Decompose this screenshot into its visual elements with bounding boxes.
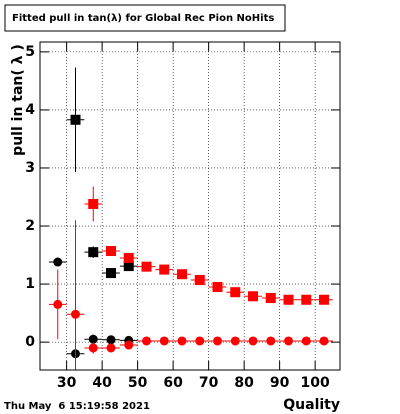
- marker: [106, 268, 117, 279]
- y-tick-label: 4: [25, 102, 35, 118]
- x-tick-label: 30: [57, 375, 77, 391]
- y-tick-label: 1: [25, 276, 35, 292]
- x-tick-label: 60: [163, 375, 183, 391]
- marker: [123, 252, 134, 263]
- marker: [319, 294, 330, 305]
- plot-area: [40, 42, 340, 370]
- marker: [213, 336, 223, 346]
- x-tick-label: 50: [128, 375, 148, 391]
- marker: [159, 336, 169, 346]
- x-tick-label: 90: [270, 375, 290, 391]
- marker: [88, 334, 98, 344]
- marker: [88, 343, 98, 353]
- x-tick-label: 40: [92, 375, 112, 391]
- marker: [70, 114, 81, 125]
- marker: [283, 294, 294, 305]
- marker: [88, 198, 99, 209]
- frame: [39, 41, 341, 371]
- marker: [141, 261, 152, 272]
- marker: [284, 336, 294, 346]
- marker: [106, 335, 116, 345]
- chart-title: Fitted pull in tan(λ) for Global Rec Pio…: [12, 13, 274, 24]
- marker: [53, 299, 63, 309]
- marker: [142, 336, 152, 346]
- timestamp: Thu May 6 15:19:58 2021: [4, 401, 150, 412]
- marker: [248, 336, 258, 346]
- marker: [266, 336, 276, 346]
- marker: [212, 281, 223, 292]
- x-tick-label: 80: [234, 375, 254, 391]
- marker: [248, 291, 259, 302]
- marker: [106, 245, 117, 256]
- x-axis-label: Quality: [283, 397, 340, 413]
- marker: [88, 247, 99, 258]
- marker: [194, 275, 205, 286]
- y-tick-label: 2: [25, 218, 35, 234]
- y-tick-label: 5: [25, 44, 35, 60]
- marker: [124, 340, 134, 350]
- marker: [177, 269, 188, 280]
- marker: [319, 336, 329, 346]
- title-box: [4, 4, 286, 32]
- y-tick-label: 0: [25, 334, 35, 350]
- marker: [230, 336, 240, 346]
- marker: [106, 343, 116, 353]
- marker: [301, 336, 311, 346]
- marker: [195, 336, 205, 346]
- marker: [159, 264, 170, 275]
- marker: [53, 257, 63, 267]
- x-tick-label: 100: [301, 375, 330, 391]
- y-tick-label: 3: [25, 160, 35, 176]
- marker: [177, 336, 187, 346]
- marker: [71, 309, 81, 319]
- marker: [265, 293, 276, 304]
- marker: [123, 261, 134, 272]
- y-axis-label: pull in tan( λ ): [10, 44, 26, 156]
- marker: [230, 287, 241, 298]
- marker: [301, 294, 312, 305]
- x-tick-label: 70: [199, 375, 219, 391]
